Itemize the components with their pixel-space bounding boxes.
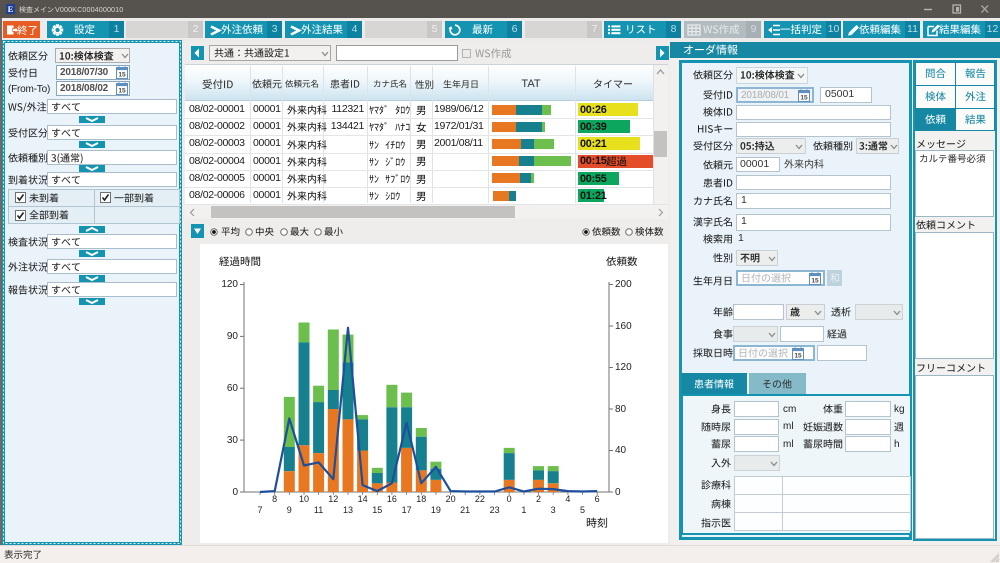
- svg-text:15: 15: [118, 88, 126, 95]
- svg-text:15: 15: [118, 72, 126, 79]
- svg-text:15: 15: [811, 277, 819, 284]
- svg-text:15: 15: [800, 94, 808, 101]
- svg-text:15: 15: [794, 352, 802, 359]
